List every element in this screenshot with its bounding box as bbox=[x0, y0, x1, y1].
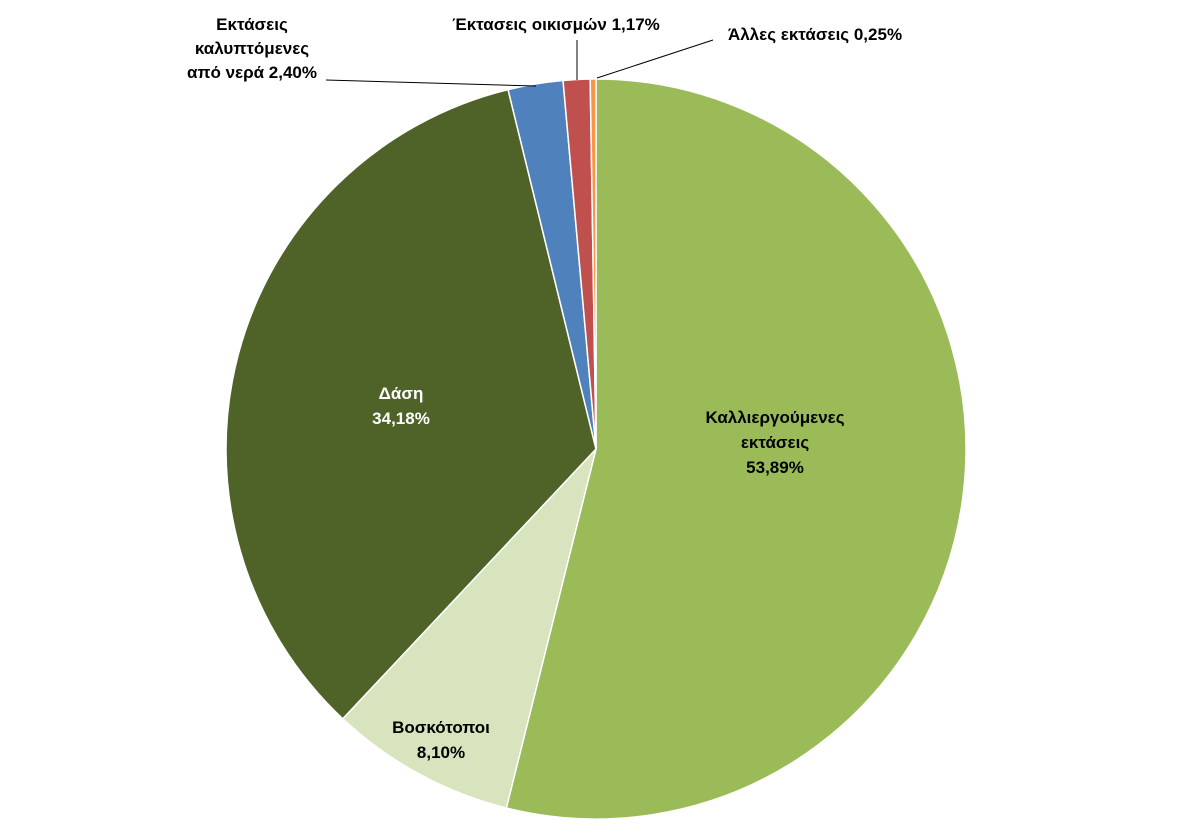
data-label-forests: Δάση 34,18% bbox=[372, 384, 430, 428]
pie-slices bbox=[225, 78, 967, 820]
data-label-pastures: Βοσκότοποι 8,10% bbox=[392, 718, 490, 762]
pie-slice-other bbox=[589, 78, 597, 450]
pie-slice-cultivated bbox=[505, 78, 967, 820]
leader-line-other bbox=[596, 39, 714, 79]
data-label-line: Καλλιεργούμενες bbox=[705, 408, 844, 427]
data-label-line: 34,18% bbox=[372, 409, 430, 428]
data-label-other: Άλλες εκτάσεις 0,25% bbox=[728, 25, 902, 44]
data-label-settlements: Έκτασεις οικισμών 1,17% bbox=[452, 15, 660, 34]
data-label-line: Εκτάσεις bbox=[216, 15, 288, 34]
data-label-line: 8,10% bbox=[417, 743, 465, 762]
data-label-cultivated: Καλλιεργούμενες εκτάσεις 53,89% bbox=[705, 408, 844, 477]
data-label-line: Δάση bbox=[379, 384, 424, 403]
data-label-line: από νερά 2,40% bbox=[187, 63, 317, 82]
pie-slice-forests bbox=[225, 88, 597, 720]
data-label-line: καλυπτόμενες bbox=[195, 39, 309, 58]
leader-line-water bbox=[325, 79, 537, 87]
data-label-line: Έκτασεις οικισμών 1,17% bbox=[452, 15, 660, 34]
data-label-line: εκτάσεις bbox=[741, 433, 810, 452]
data-label-line: Άλλες εκτάσεις 0,25% bbox=[728, 25, 902, 44]
data-label-line: Βοσκότοποι bbox=[392, 718, 490, 737]
data-label-water: Εκτάσεις καλυπτόμενες από νερά 2,40% bbox=[187, 15, 317, 82]
leader-lines bbox=[325, 39, 714, 87]
pie-slice-pastures bbox=[341, 446, 598, 809]
data-labels: Καλλιεργούμενες εκτάσεις 53,89% Βοσκότοποι 8… bbox=[187, 15, 902, 762]
data-label-line: 53,89% bbox=[746, 458, 804, 477]
